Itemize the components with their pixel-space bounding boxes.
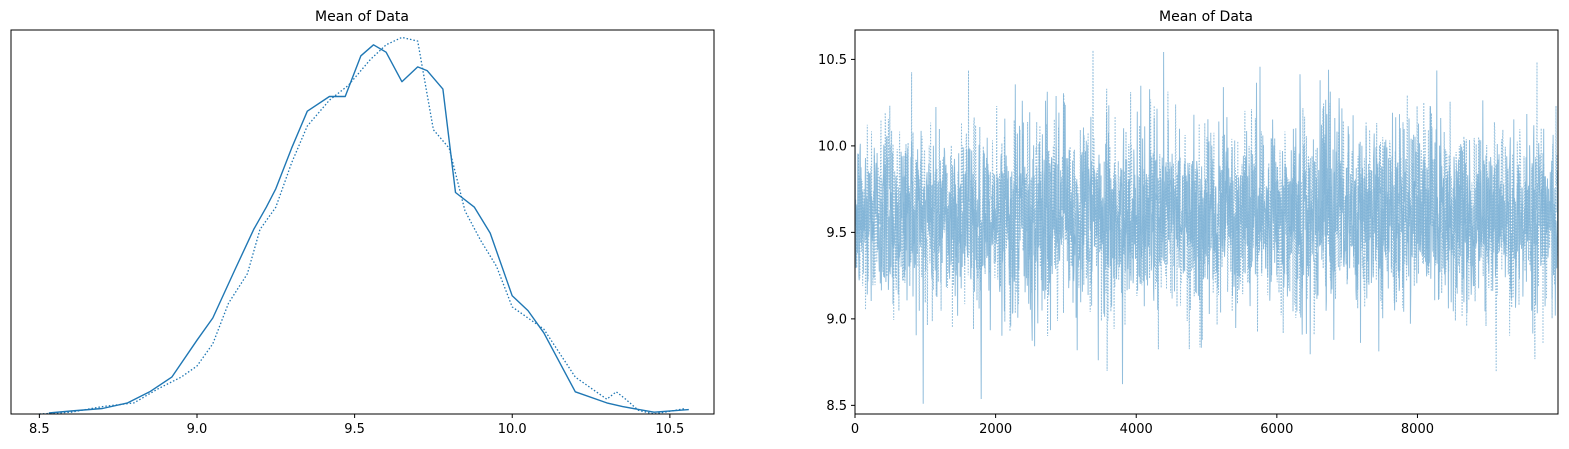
trace-y-tick-label: 9.5 <box>826 226 847 241</box>
kde-x-tick-label: 9.0 <box>187 422 208 437</box>
trace-y-tick-label: 10.5 <box>818 53 847 68</box>
trace-y-tick-label: 10.0 <box>818 139 847 154</box>
trace-y-tick-label: 9.0 <box>826 312 847 327</box>
trace-y-tick-label: 8.5 <box>826 399 847 414</box>
kde-x-axis: 8.5 9.0 9.5 10.0 10.5 <box>29 414 684 437</box>
kde-series-line-solid <box>48 44 689 414</box>
trace-panel: Mean of Data 0 2000 4000 6000 8000 8.5 9.0 9.5… <box>818 9 1559 437</box>
trace-x-tick-label: 8000 <box>1401 422 1434 437</box>
kde-plot-area <box>39 36 689 415</box>
kde-x-tick-label: 9.5 <box>344 422 365 437</box>
kde-series-line-dotted <box>39 36 686 415</box>
trace-plot-area <box>854 50 1559 404</box>
trace-x-tick-label: 6000 <box>1260 422 1293 437</box>
trace-y-axis: 8.5 9.0 9.5 10.0 10.5 <box>818 53 855 414</box>
kde-title: Mean of Data <box>315 9 409 25</box>
kde-axes-frame <box>10 29 715 415</box>
trace-x-axis: 0 2000 4000 6000 8000 <box>851 414 1434 437</box>
trace-title: Mean of Data <box>1159 9 1253 25</box>
trace-axes-frame <box>854 29 1559 415</box>
kde-x-tick-label: 8.5 <box>29 422 50 437</box>
trace-x-tick-label: 0 <box>851 422 859 437</box>
kde-panel: Mean of Data 8.5 9.0 9.5 10.0 10.5 <box>10 9 715 437</box>
trace-x-tick-label: 4000 <box>1120 422 1153 437</box>
trace-series-line-dotted <box>854 50 1559 372</box>
trace-x-tick-label: 2000 <box>979 422 1012 437</box>
kde-x-tick-label: 10.5 <box>655 422 684 437</box>
kde-x-tick-label: 10.0 <box>498 422 527 437</box>
